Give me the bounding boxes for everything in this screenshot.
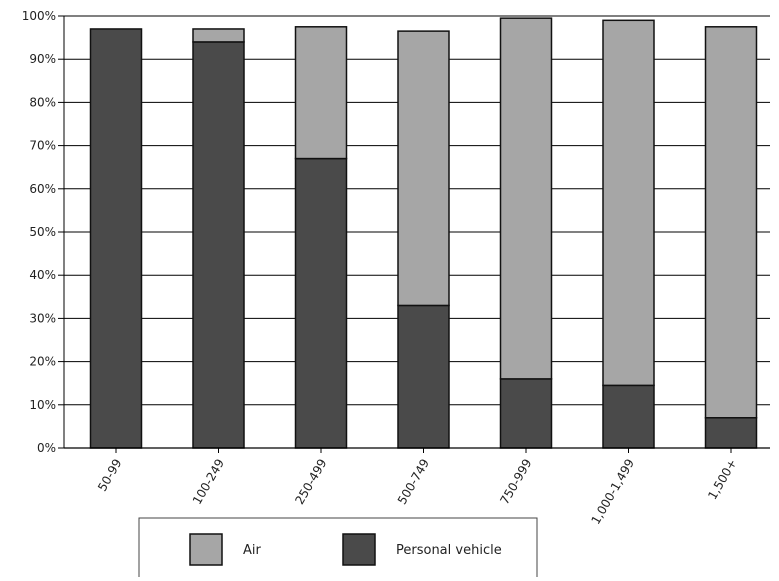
bar-segment	[499, 378, 553, 449]
y-tick-label: 70%	[29, 139, 56, 153]
y-tick-label: 50%	[29, 225, 56, 239]
bar-segment	[602, 384, 655, 449]
bar-segment	[397, 30, 450, 307]
bar-segment	[192, 41, 245, 449]
bar-segment	[704, 417, 758, 449]
legend-swatch	[189, 533, 223, 566]
bar-segment	[499, 17, 553, 380]
y-tick-label: 0%	[37, 441, 56, 455]
y-tick-label: 100%	[22, 9, 56, 23]
bar-segment	[192, 28, 245, 43]
bar-segment	[89, 28, 143, 449]
x-tick-label: 100-249	[190, 457, 227, 507]
legend: Air Personal vehicle	[138, 517, 538, 581]
bars	[89, 17, 758, 449]
legend-label: Air	[243, 543, 262, 558]
bar-segment	[602, 19, 655, 387]
y-tick-label: 10%	[29, 398, 56, 412]
y-tick-label: 90%	[29, 52, 56, 66]
bar-segment	[397, 304, 450, 449]
y-tick-label: 40%	[29, 268, 56, 282]
x-tick-label: 750-999	[497, 457, 534, 507]
x-tick-label: 1,500+	[705, 457, 739, 502]
y-tick-label: 30%	[29, 311, 56, 325]
x-tick-label: 500-749	[395, 457, 432, 507]
legend-label: Personal vehicle	[396, 543, 502, 558]
bar-segment	[704, 26, 758, 419]
bar-segment	[294, 26, 348, 160]
x-tick-label: 250-499	[292, 457, 329, 507]
x-tick-label: 50-99	[95, 457, 125, 494]
y-tick-label: 20%	[29, 355, 56, 369]
x-tick-label: 1,000-1,499	[588, 457, 637, 527]
legend-swatch	[342, 533, 376, 566]
y-tick-label: 80%	[29, 95, 56, 109]
y-tick-label: 60%	[29, 182, 56, 196]
bar-segment	[294, 157, 348, 449]
